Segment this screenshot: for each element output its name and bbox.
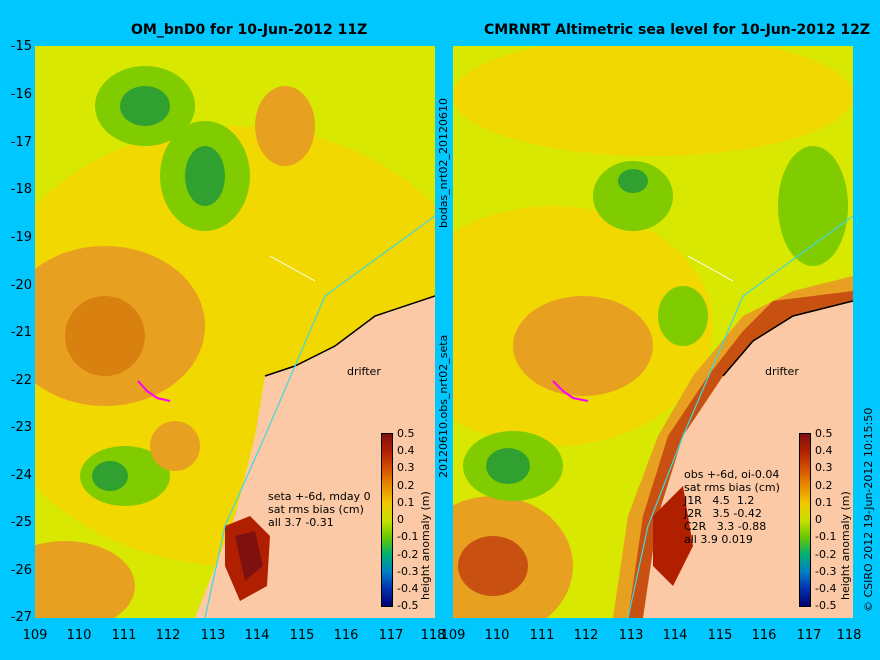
colorbar-tick: 0.4 <box>397 444 415 457</box>
x-tick: 111 <box>529 628 555 643</box>
colorbar-tick: 0 <box>397 513 404 526</box>
y-tick: -26 <box>10 563 32 578</box>
right-panel-title: CMRNRT Altimetric sea level for 10-Jun-2… <box>484 22 870 38</box>
side-label-bottom: 20120610.obs_nrt02_seta <box>437 334 450 478</box>
left-colorbar-title: height anomaly (m) <box>419 491 432 600</box>
colorbar-tick: 0.5 <box>815 427 833 440</box>
left-colorbar <box>381 433 393 607</box>
x-tick: 118 <box>420 628 446 643</box>
right-height-anomaly-map <box>453 46 853 618</box>
x-tick: 110 <box>484 628 510 643</box>
colorbar-tick: 0.2 <box>815 479 833 492</box>
colorbar-tick: -0.1 <box>397 530 419 543</box>
right-map-panel <box>453 46 853 618</box>
colorbar-tick: -0.1 <box>815 530 837 543</box>
x-tick: 113 <box>618 628 644 643</box>
colorbar-tick: 0.3 <box>397 461 415 474</box>
x-tick: 112 <box>155 628 181 643</box>
colorbar-tick: -0.5 <box>397 599 419 612</box>
right-stats: obs +-6d, oi-0.04 sat rms bias (cm) J1R … <box>684 468 780 546</box>
x-tick: 111 <box>111 628 137 643</box>
left-map-panel <box>35 46 435 618</box>
y-tick: -17 <box>10 135 32 150</box>
y-tick: -24 <box>10 468 32 483</box>
side-label-top: bodas_nrt02_20120610 <box>437 98 450 228</box>
x-tick: 112 <box>573 628 599 643</box>
x-tick: 114 <box>662 628 688 643</box>
y-tick: -23 <box>10 420 32 435</box>
colorbar-tick: 0.1 <box>397 496 415 509</box>
x-tick: 117 <box>796 628 822 643</box>
x-tick: 116 <box>751 628 777 643</box>
colorbar-tick: -0.2 <box>397 548 419 561</box>
x-tick: 114 <box>244 628 270 643</box>
colorbar-tick: 0 <box>815 513 822 526</box>
colorbar-tick: -0.5 <box>815 599 837 612</box>
left-panel-title: OM_bnD0 for 10-Jun-2012 11Z <box>131 22 368 38</box>
colorbar-tick: 0.2 <box>397 479 415 492</box>
colorbar-tick: 0.5 <box>397 427 415 440</box>
colorbar-tick: 0.1 <box>815 496 833 509</box>
right-drifter-label: drifter <box>765 365 799 378</box>
left-stats: seta +-6d, mday 0 sat rms bias (cm) all … <box>268 490 371 529</box>
x-tick: 117 <box>378 628 404 643</box>
left-drifter-label: drifter <box>347 365 381 378</box>
x-tick: 109 <box>22 628 48 643</box>
y-tick: -27 <box>10 610 32 625</box>
y-tick: -20 <box>10 278 32 293</box>
colorbar-tick: -0.4 <box>397 582 419 595</box>
colorbar-tick: 0.4 <box>815 444 833 457</box>
y-tick: -22 <box>10 373 32 388</box>
x-tick: 113 <box>200 628 226 643</box>
y-tick: -15 <box>10 39 32 54</box>
x-tick: 109 <box>440 628 466 643</box>
x-tick: 115 <box>289 628 315 643</box>
y-tick: -16 <box>10 87 32 102</box>
y-tick: -19 <box>10 230 32 245</box>
right-colorbar <box>799 433 811 607</box>
x-tick: 118 <box>836 628 862 643</box>
x-tick: 115 <box>707 628 733 643</box>
y-tick: -18 <box>10 182 32 197</box>
left-height-anomaly-map <box>35 46 435 618</box>
colorbar-tick: -0.2 <box>815 548 837 561</box>
x-tick: 116 <box>333 628 359 643</box>
colorbar-tick: -0.3 <box>397 565 419 578</box>
right-colorbar-title: height anomaly (m) <box>839 491 852 600</box>
colorbar-tick: -0.3 <box>815 565 837 578</box>
x-tick: 110 <box>66 628 92 643</box>
y-tick: -21 <box>10 325 32 340</box>
colorbar-tick: 0.3 <box>815 461 833 474</box>
y-tick: -25 <box>10 515 32 530</box>
colorbar-tick: -0.4 <box>815 582 837 595</box>
credit-label: © CSIRO 2012 19-Jun-2012 10:15:50 <box>862 407 875 612</box>
